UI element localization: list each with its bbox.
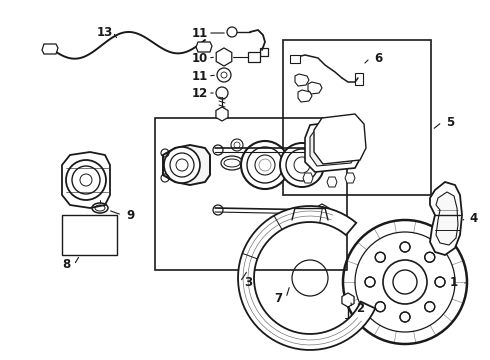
Polygon shape: [314, 114, 366, 164]
Polygon shape: [436, 192, 458, 245]
Bar: [283, 40, 431, 195]
Polygon shape: [62, 152, 110, 208]
Circle shape: [326, 144, 338, 156]
Text: 1: 1: [450, 276, 458, 289]
Circle shape: [241, 141, 289, 189]
Polygon shape: [310, 126, 357, 166]
Polygon shape: [345, 173, 355, 183]
Circle shape: [435, 277, 445, 287]
Ellipse shape: [221, 156, 243, 170]
Polygon shape: [327, 177, 337, 187]
Text: 5: 5: [446, 116, 454, 129]
Text: 8: 8: [62, 258, 70, 271]
Circle shape: [280, 143, 324, 187]
Polygon shape: [238, 206, 375, 350]
Polygon shape: [305, 120, 362, 172]
Text: 11: 11: [192, 69, 208, 82]
Circle shape: [400, 242, 410, 252]
Bar: [260, 48, 268, 56]
Circle shape: [164, 147, 200, 183]
Polygon shape: [315, 204, 329, 220]
Polygon shape: [216, 107, 228, 121]
Bar: [248, 52, 260, 62]
Bar: [155, 118, 347, 270]
Circle shape: [66, 160, 106, 200]
Circle shape: [365, 277, 375, 287]
Polygon shape: [42, 44, 58, 54]
Polygon shape: [216, 48, 232, 66]
Polygon shape: [303, 173, 313, 183]
Bar: [290, 55, 300, 63]
Text: 13: 13: [97, 26, 113, 39]
Text: 9: 9: [126, 208, 134, 221]
Text: 2: 2: [356, 302, 364, 315]
Circle shape: [425, 252, 435, 262]
Polygon shape: [342, 293, 354, 307]
Text: 6: 6: [374, 51, 382, 64]
Text: 11: 11: [192, 27, 208, 40]
Text: 4: 4: [470, 212, 478, 225]
Circle shape: [375, 302, 385, 312]
Polygon shape: [298, 90, 312, 102]
Polygon shape: [163, 145, 210, 185]
Polygon shape: [295, 74, 309, 86]
Text: 3: 3: [244, 275, 252, 288]
Text: 10: 10: [192, 51, 208, 64]
Bar: [355, 73, 363, 85]
Circle shape: [425, 302, 435, 312]
Circle shape: [400, 312, 410, 322]
Bar: [62, 215, 117, 255]
Polygon shape: [308, 82, 322, 94]
Text: 12: 12: [192, 86, 208, 99]
Circle shape: [375, 252, 385, 262]
Text: 7: 7: [274, 292, 282, 305]
Polygon shape: [430, 182, 462, 255]
Polygon shape: [196, 42, 212, 52]
